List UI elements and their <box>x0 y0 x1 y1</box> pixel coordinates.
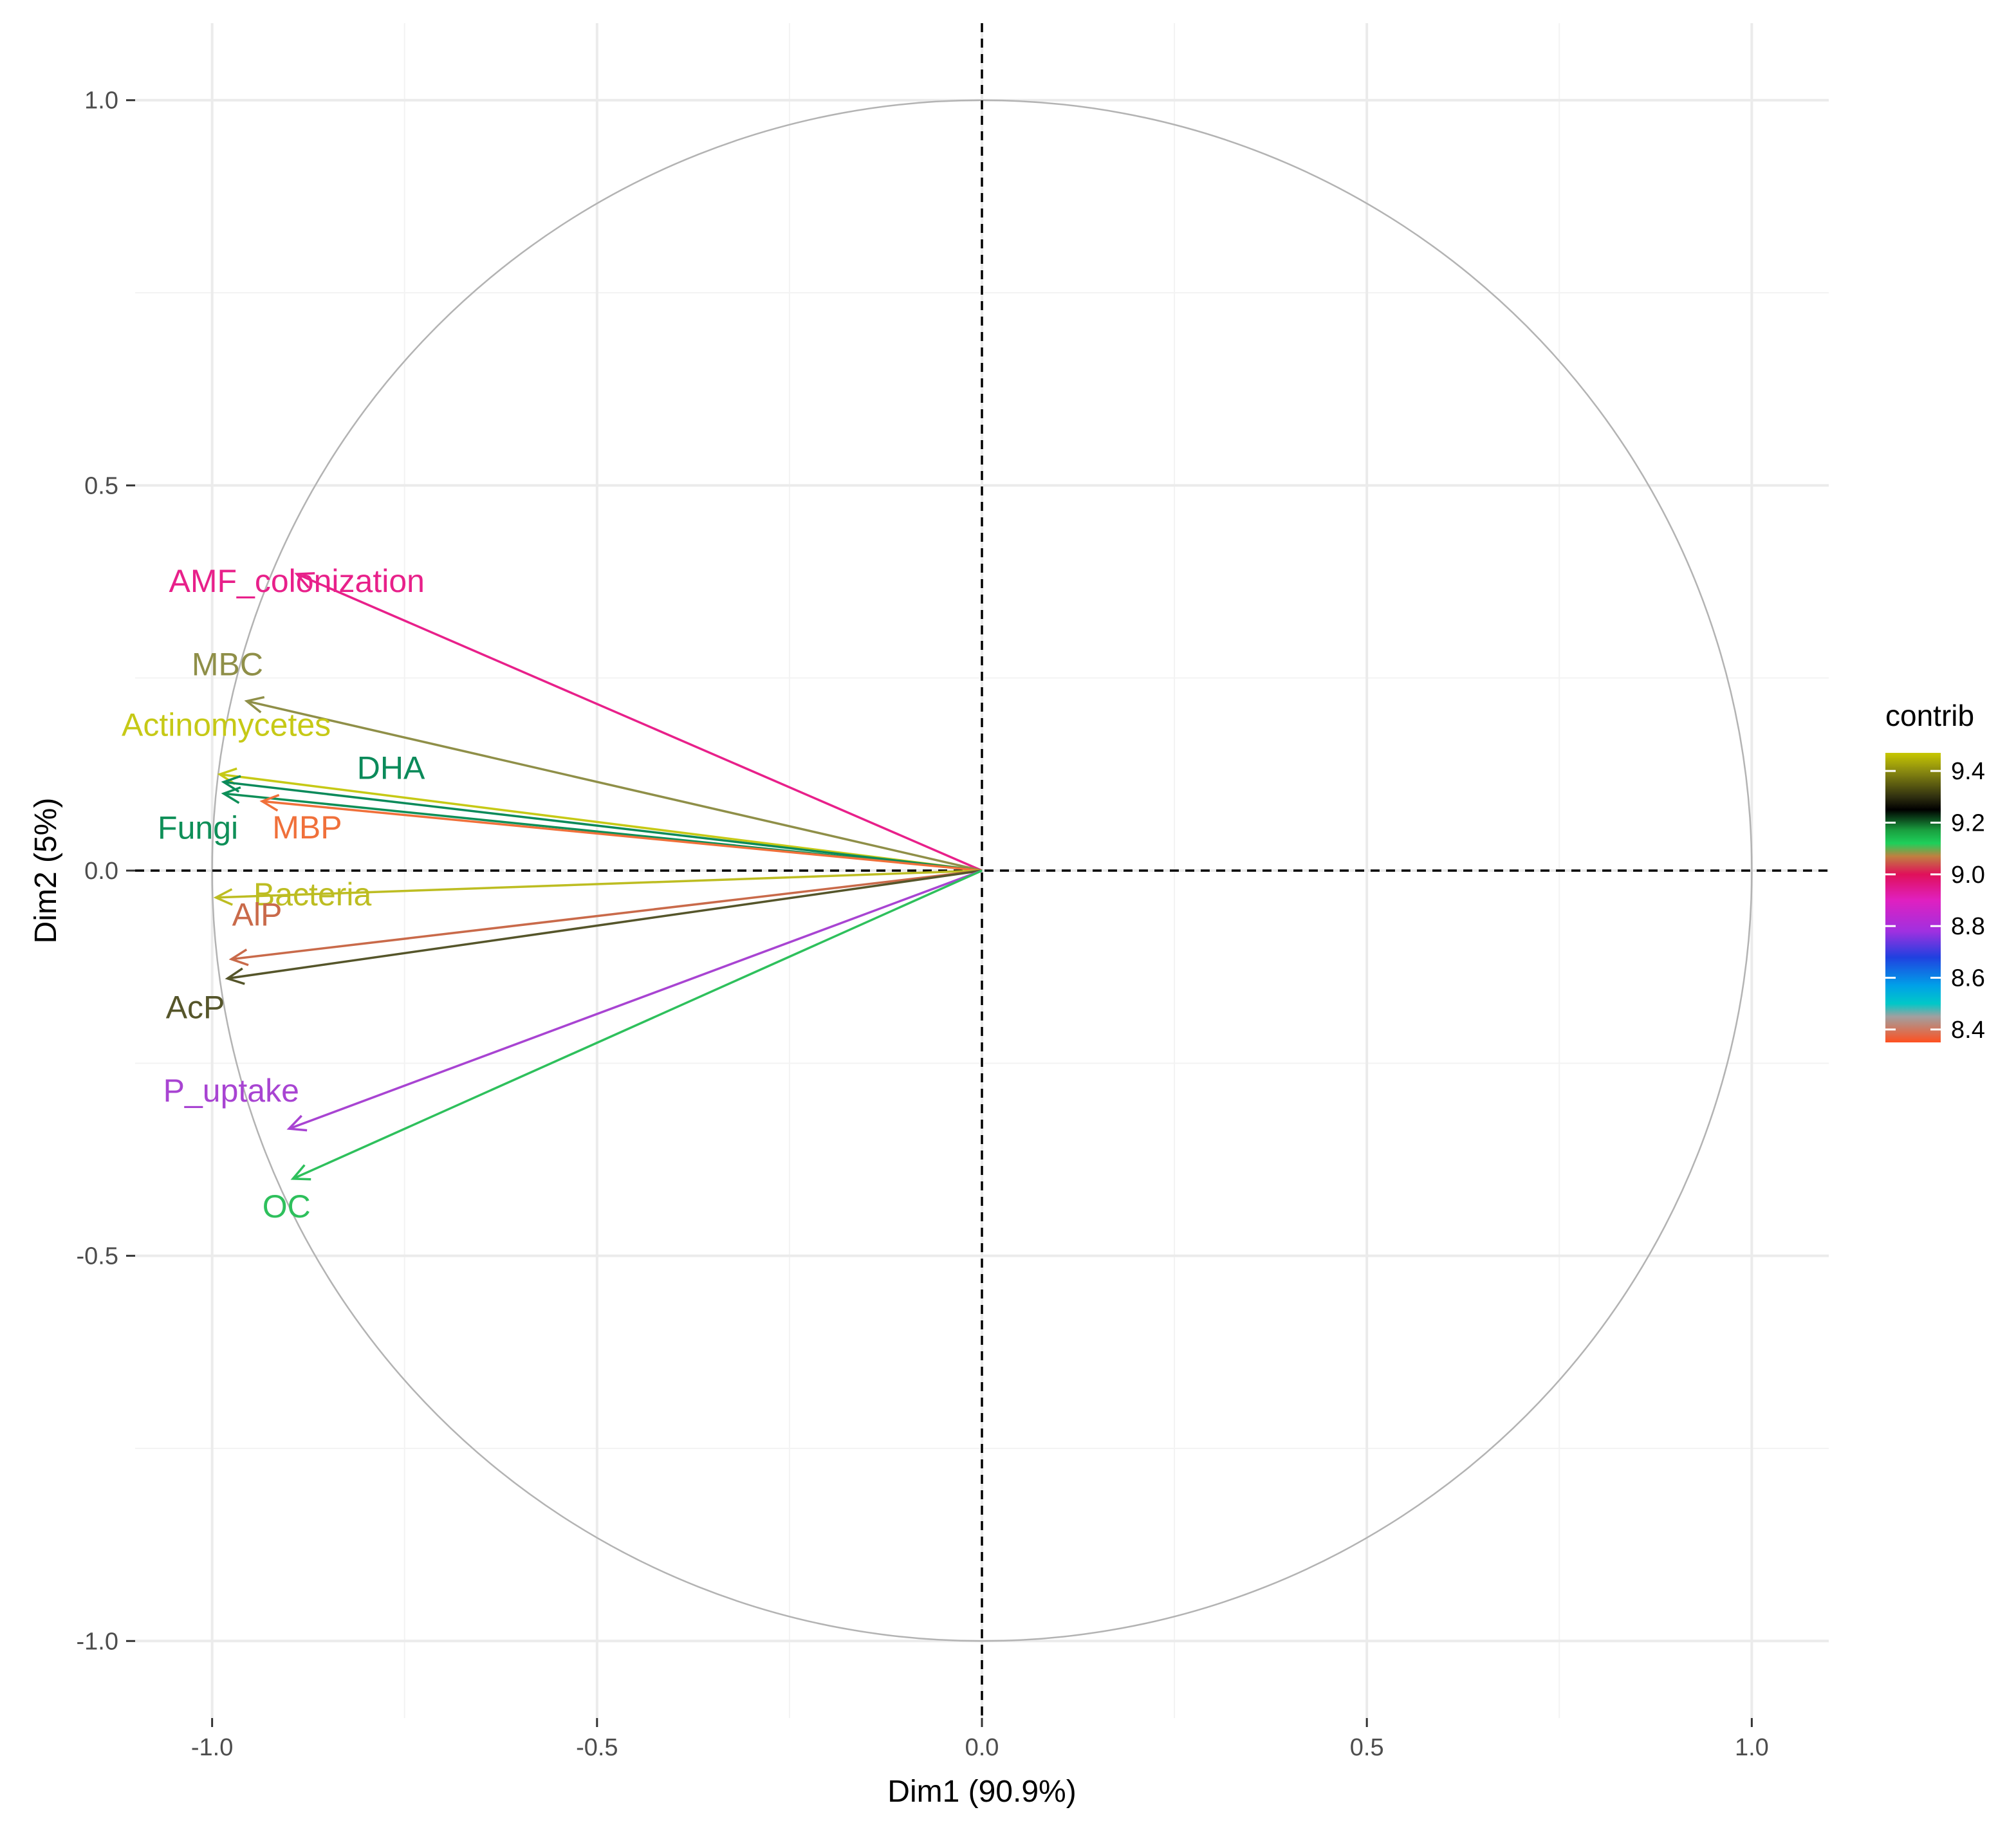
arrowhead-AcP <box>225 967 245 985</box>
x-tick-label: 0.5 <box>1350 1734 1384 1761</box>
arrowhead-Fungi <box>221 786 241 804</box>
variable-arrows <box>213 572 983 1181</box>
legend-title: contrib <box>1885 699 1974 732</box>
x-axis-title: Dim1 (90.9%) <box>887 1775 1076 1809</box>
variable-label-P_uptake: P_uptake <box>163 1073 299 1109</box>
correlation-circle <box>211 99 1753 1642</box>
variable-label-MBP: MBP <box>272 809 342 846</box>
arrowhead-MBC <box>244 696 265 714</box>
arrowhead-MBP <box>259 793 280 812</box>
arrow-AMF_colonization <box>296 573 983 872</box>
variable-label-AMF_colonization: AMF_colonization <box>169 563 425 599</box>
x-tick-label: 1.0 <box>1735 1734 1769 1761</box>
legend-colorbar <box>1885 753 1941 1042</box>
unit-circle <box>211 99 1753 1642</box>
reference-lines <box>135 23 1829 1718</box>
arrow-AcP <box>227 869 983 980</box>
variable-label-Actinomycetes: Actinomycetes <box>122 707 331 743</box>
arrow-MBP <box>262 800 983 872</box>
variable-labels: AMF_colonization MBC Actinomycetes DHA Fungi… <box>122 563 425 1225</box>
y-axis-title: Dim2 (5%) <box>29 798 63 944</box>
y-tick-label: -0.5 <box>77 1243 118 1270</box>
arrow-Actinomycetes <box>219 773 983 872</box>
x-tick-label: 0.0 <box>965 1734 999 1761</box>
variable-label-Bacteria: Bacteria <box>254 876 372 912</box>
arrowhead-Bacteria <box>213 888 233 906</box>
legend-tick-label: 9.2 <box>1951 809 1985 836</box>
legend-tick-label: 9.0 <box>1951 862 1985 889</box>
arrow-P_uptake <box>288 869 983 1130</box>
variable-label-MBC: MBC <box>192 647 263 683</box>
arrowhead-DHA <box>221 775 241 793</box>
y-tick-label: 1.0 <box>84 88 118 115</box>
legend-tick-label: 8.6 <box>1951 965 1985 992</box>
arrow-AlP <box>231 869 983 961</box>
arrow-Bacteria <box>216 869 983 899</box>
legend-tick-label: 8.8 <box>1951 913 1985 940</box>
y-tick-label: -1.0 <box>77 1628 118 1655</box>
arrowhead-OC <box>290 1164 311 1181</box>
arrow-MBC <box>246 699 983 872</box>
arrow-DHA <box>223 781 983 872</box>
x-tick-label: -1.0 <box>191 1734 233 1761</box>
x-tick-label: -0.5 <box>576 1734 618 1761</box>
variable-label-DHA: DHA <box>357 750 425 786</box>
legend-tick-label: 8.4 <box>1951 1017 1985 1044</box>
legend-tick-label: 9.4 <box>1951 758 1985 785</box>
axes: -1.0 -0.5 0.0 0.5 1.0 1.0 0.5 0.0 -0.5 -1.0 <box>77 88 1769 1761</box>
arrowhead-P_uptake <box>286 1114 308 1132</box>
y-tick-label: 0.0 <box>84 858 118 885</box>
arrowhead-AlP <box>228 948 249 966</box>
variable-label-AlP: AlP <box>232 897 282 933</box>
variable-label-AcP: AcP <box>166 990 225 1026</box>
variable-label-OC: OC <box>263 1188 311 1225</box>
y-tick-label: 0.5 <box>84 472 118 499</box>
arrow-OC <box>292 869 983 1180</box>
legend: contrib 9.4 9.2 9.0 8.8 8.6 8.4 <box>1885 699 1985 1044</box>
variable-label-Fungi: Fungi <box>158 809 238 846</box>
arrowhead-AMF_colonization <box>294 572 315 589</box>
